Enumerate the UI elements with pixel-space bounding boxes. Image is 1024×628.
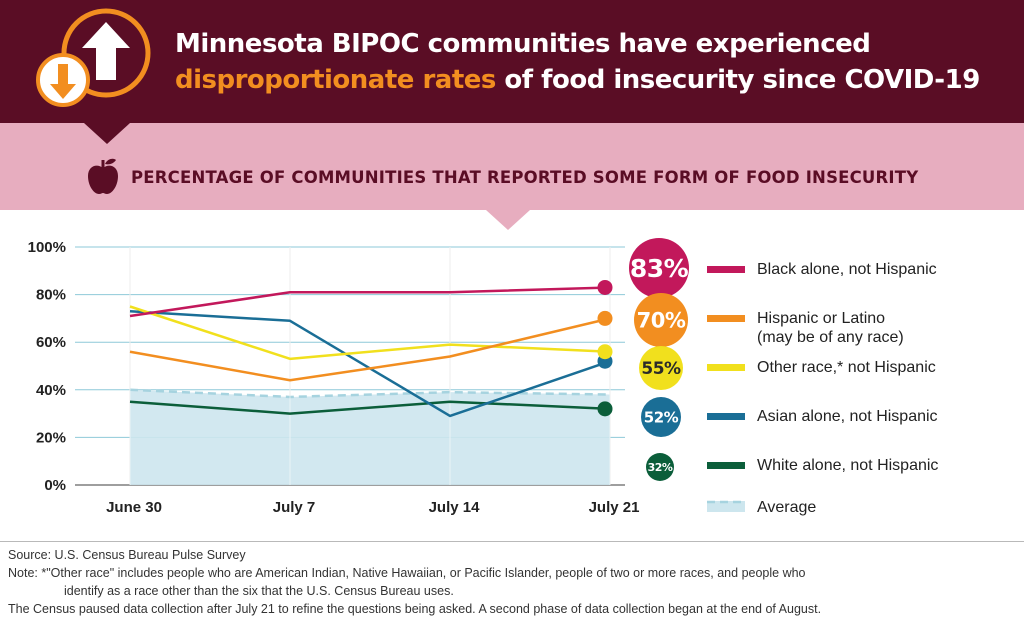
- series-end-point: [597, 344, 613, 360]
- y-tick-label: 60%: [36, 334, 66, 351]
- value-badge-label: 70%: [637, 309, 686, 333]
- legend-label: Black alone, not Hispanic: [757, 261, 937, 278]
- y-tick-label: 100%: [28, 239, 66, 256]
- value-badge: [634, 293, 688, 347]
- legend-label: Asian alone, not Hispanic: [757, 408, 938, 425]
- average-line: [129, 388, 611, 399]
- value-badge: [646, 453, 674, 481]
- legend-label: Hispanic or Latino: [757, 310, 885, 327]
- title-highlight: disproportionate rates: [175, 65, 496, 95]
- title-rest: of food insecurity since COVID-19: [495, 65, 980, 95]
- subtitle-band: [0, 123, 1024, 210]
- source-note: Source: U.S. Census Bureau Pulse Survey: [8, 548, 246, 562]
- legend-swatch: [707, 364, 745, 371]
- title-line-2: disproportionate rates of food insecurit…: [175, 62, 1015, 98]
- legend-label: White alone, not Hispanic: [757, 457, 938, 474]
- value-badge: [641, 397, 681, 437]
- value-badge-label: 55%: [641, 359, 681, 379]
- page-title: Minnesota BIPOC communities have experie…: [175, 26, 1015, 98]
- legend-swatch: [707, 315, 745, 322]
- value-badge: [629, 238, 689, 298]
- x-tick-label: July 7: [273, 499, 316, 516]
- header-banner: [0, 0, 1024, 123]
- y-tick-label: 20%: [36, 429, 66, 446]
- chart-subtitle: PERCENTAGE OF COMMUNITIES THAT REPORTED …: [131, 168, 919, 187]
- series-end-point: [597, 401, 613, 417]
- series-end-point: [597, 310, 613, 326]
- series-end-point: [597, 279, 613, 295]
- series-line: [129, 305, 611, 361]
- legend-label-line2: (may be of any race): [757, 329, 904, 346]
- series-line: [129, 317, 611, 382]
- note-line-3: The Census paused data collection after …: [8, 602, 822, 616]
- legend-swatch: [707, 462, 745, 469]
- value-badge-label: 83%: [630, 254, 689, 283]
- legend-label: Other race,* not Hispanic: [757, 359, 936, 376]
- legend-label: Average: [757, 499, 816, 516]
- y-tick-label: 0%: [44, 477, 66, 494]
- average-area: [130, 389, 610, 485]
- series-line: [129, 400, 611, 415]
- title-line-1: Minnesota BIPOC communities have experie…: [175, 29, 871, 59]
- footer-divider: [0, 541, 1024, 542]
- y-tick-label: 40%: [36, 382, 66, 399]
- y-tick-label: 80%: [36, 287, 66, 304]
- note-line-1: Note: *"Other race" includes people who …: [8, 566, 806, 580]
- value-badge-label: 52%: [644, 408, 679, 426]
- note-line-2: identify as a race other than the six th…: [64, 584, 454, 598]
- legend-swatch: [707, 266, 745, 273]
- legend-swatch: [707, 413, 745, 420]
- x-tick-label: July 14: [429, 499, 481, 516]
- series-line: [129, 286, 611, 318]
- value-badge: [639, 346, 683, 390]
- footer-notes: Source: U.S. Census Bureau Pulse Survey …: [8, 546, 821, 618]
- legend-swatch-average: [707, 501, 745, 512]
- x-tick-label: July 21: [589, 499, 640, 516]
- value-badge-label: 32%: [648, 461, 673, 474]
- x-tick-label: June 30: [106, 499, 162, 516]
